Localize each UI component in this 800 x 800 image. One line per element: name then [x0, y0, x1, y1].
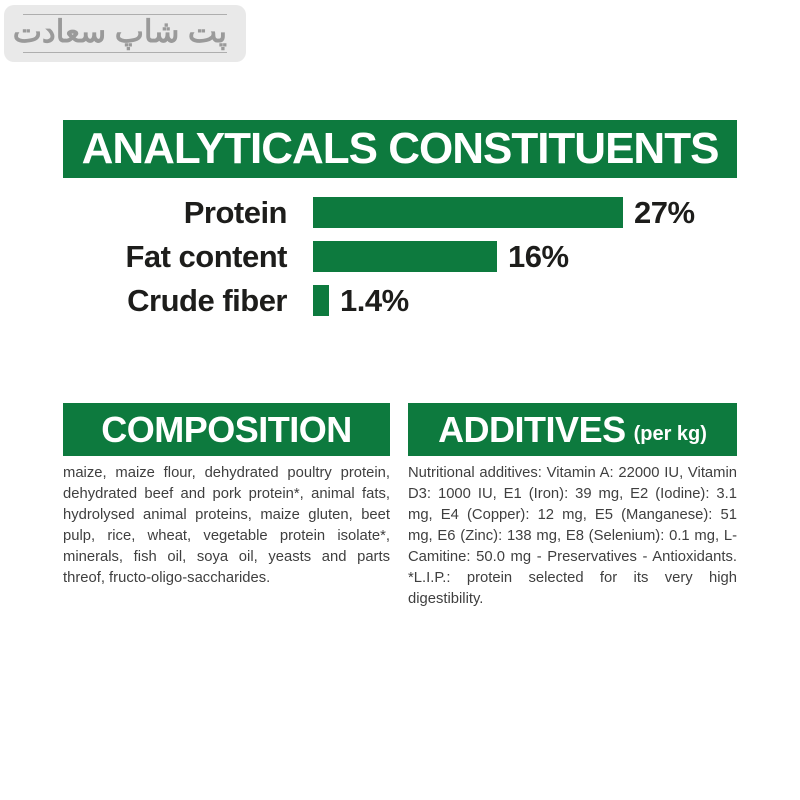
analyticals-title: ANALYTICALS CONSTITUENTS — [81, 124, 720, 173]
analyticals-banner: ANALYTICALS CONSTITUENTS — [63, 120, 737, 178]
additives-unit: (per kg) — [633, 423, 707, 445]
chart-value: 1.4% — [340, 283, 409, 318]
chart-value: 16% — [508, 239, 569, 274]
shop-logo-badge: پت شاپ سعادت — [4, 5, 246, 62]
composition-banner: COMPOSITION — [63, 403, 390, 456]
chart-value: 27% — [634, 195, 695, 230]
composition-body: maize, maize flour, dehydrated poultry p… — [63, 465, 390, 586]
additives-title: ADDITIVES — [438, 408, 626, 450]
additives-body: Nutritional additives: Vitamin A: 22000 … — [408, 465, 737, 607]
chart-label: Crude fiber — [127, 283, 287, 318]
chart-bar — [313, 197, 623, 228]
chart-row-fat: Fat content 16% — [63, 241, 737, 272]
composition-title: COMPOSITION — [101, 408, 352, 450]
chart-label: Protein — [183, 195, 288, 230]
chart-label: Fat content — [125, 239, 287, 274]
chart-bar — [313, 241, 497, 272]
composition-section: COMPOSITION maize, maize flour, dehydrat… — [63, 403, 390, 589]
additives-banner: ADDITIVES (per kg) — [408, 403, 737, 456]
constituents-bar-chart: Protein 27% Fat content 16% Crude fiber … — [63, 197, 737, 329]
chart-row-protein: Protein 27% — [63, 197, 737, 228]
additives-section: ADDITIVES (per kg) Nutritional additives… — [408, 403, 737, 610]
shop-logo-text: پت شاپ سعادت — [12, 14, 227, 50]
chart-row-fiber: Crude fiber 1.4% — [63, 285, 737, 316]
shop-logo-frame: پت شاپ سعادت — [12, 14, 227, 53]
chart-bar — [313, 285, 329, 316]
